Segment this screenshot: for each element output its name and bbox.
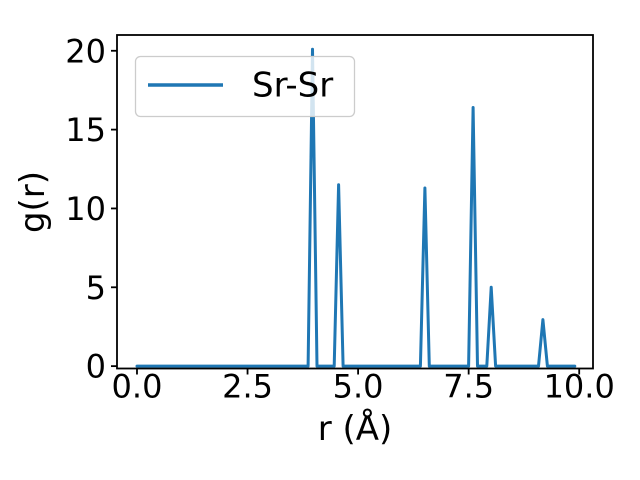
axes-spines	[116, 34, 594, 370]
legend-box	[134, 55, 356, 118]
series-line-sr-sr	[135, 47, 577, 368]
legend: Sr-Sr	[134, 55, 356, 118]
y-axis-label: g(r)	[13, 171, 53, 233]
y-tick-label: 20	[65, 32, 106, 70]
data-layer	[135, 47, 577, 368]
tick-layer: 0.0 2.5 5.0 7.5 10.0 0 5 10 15 20	[65, 32, 615, 405]
x-tick-label: 7.5	[443, 368, 494, 406]
x-tick-label: 0.0	[112, 368, 163, 406]
legend-entry-label: Sr-Sr	[252, 66, 333, 106]
x-tick-label: 10.0	[544, 368, 615, 406]
x-tick-label: 5.0	[333, 368, 384, 406]
y-tick-label: 0	[86, 348, 106, 386]
y-tick-label: 15	[65, 111, 106, 149]
x-axis-label: r (Å)	[318, 408, 393, 449]
y-tick-label: 5	[86, 269, 106, 307]
y-tick-label: 10	[65, 190, 106, 228]
x-tick-label: 2.5	[222, 368, 273, 406]
